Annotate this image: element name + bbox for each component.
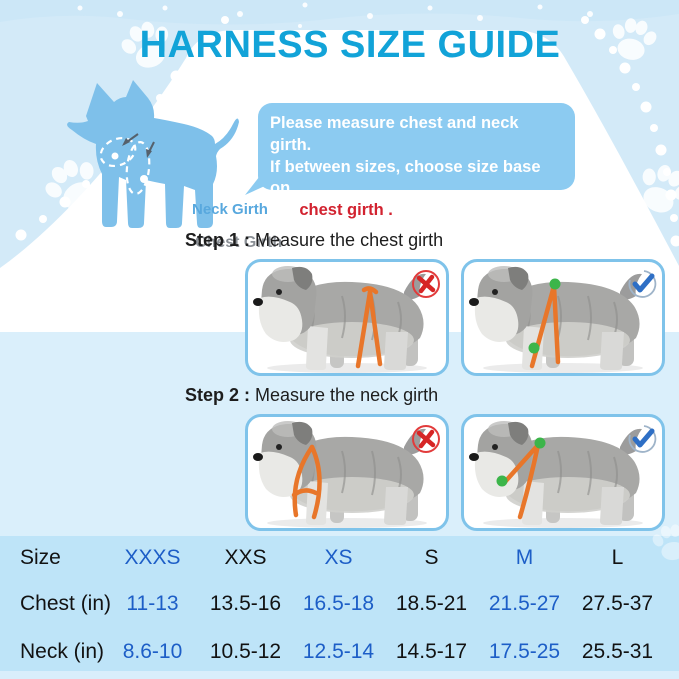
note-highlight: chest girth .	[299, 201, 393, 220]
photo-card-neck-correct	[461, 414, 665, 531]
chest-girth-label: Chest Girth	[195, 234, 283, 251]
table-cell: 11-13	[126, 592, 179, 615]
note-line-2: If between sizes, choose size base on	[270, 157, 541, 198]
step-2-label: Step 2 : Measure the neck girth	[185, 385, 439, 405]
table-header-cell: XS	[324, 546, 353, 569]
table-cell: 21.5-27	[488, 592, 561, 615]
photo-card-neck-wrong	[245, 414, 449, 531]
table-row-label: Chest (in)	[20, 592, 112, 615]
measuring-tape	[355, 286, 383, 369]
table-cell: 17.5-25	[488, 639, 561, 663]
table-cell: 18.5-21	[395, 592, 468, 615]
measurement-note: Please measure chest and neck girth. If …	[245, 103, 575, 219]
table-row-label: Neck (in)	[20, 639, 105, 663]
photo-card-chest-correct	[461, 259, 665, 376]
measuring-tape	[501, 442, 541, 520]
dog-measurement-diagram: Neck Girth Chest Girth	[62, 80, 282, 251]
pointer-arrows	[122, 133, 155, 158]
note-line-3: the	[270, 201, 300, 220]
table-cell: 16.5-18	[302, 592, 375, 615]
sparkle-dots	[77, 2, 593, 28]
dog-silhouette-illustration	[67, 80, 239, 228]
photo-card-chest-wrong	[245, 259, 449, 376]
table-header-cell: XXS	[224, 546, 267, 569]
table-cell: 14.5-17	[395, 639, 468, 663]
table-cell: 10.5-12	[209, 639, 282, 663]
measure-point	[549, 278, 561, 290]
neck-girth-label: Neck Girth	[192, 201, 268, 218]
measure-point	[496, 475, 508, 487]
note-line-1: Please measure chest and neck girth.	[270, 114, 519, 154]
page-title: HARNESS SIZE GUIDE	[139, 24, 561, 66]
bubble-tail	[245, 167, 267, 195]
table-header-cell: L	[611, 546, 624, 569]
measure-point	[534, 437, 546, 449]
table-cell: 27.5-37	[581, 592, 654, 615]
step-1-label: Step 1 : Measure the chest girth	[185, 230, 444, 250]
table-header-cell: S	[424, 546, 439, 569]
measure-point	[528, 342, 540, 354]
table-cell: 12.5-14	[302, 639, 375, 663]
girth-dashed-ellipses	[99, 136, 151, 195]
table-header-cell: XXXS	[124, 546, 181, 569]
measuring-tape	[291, 444, 322, 520]
table-cell: 25.5-31	[581, 639, 654, 663]
table-header-cell: M	[515, 546, 534, 569]
dot-arc-right	[581, 16, 679, 247]
size-table: Size XXXS XXS XS S M L Chest (in) 11-13 …	[0, 536, 679, 679]
table-cell: 8.6-10	[122, 639, 183, 663]
table-cell: 13.5-16	[209, 592, 282, 615]
table-header-size: Size	[20, 546, 61, 569]
